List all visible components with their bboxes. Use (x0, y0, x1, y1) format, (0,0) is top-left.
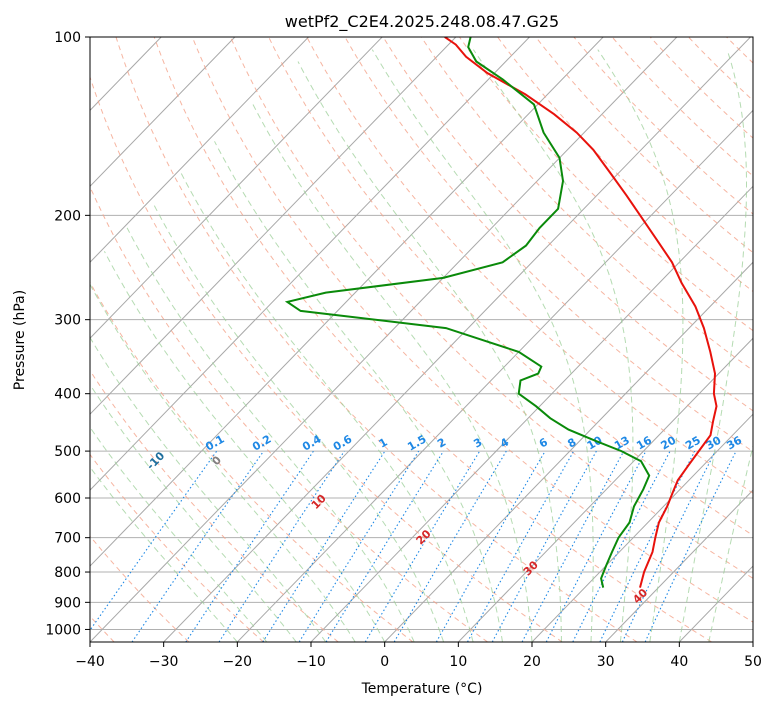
isotherm-line (236, 109, 753, 642)
dry-adiabat-line (611, 37, 753, 177)
isotherm-line (90, 37, 383, 339)
mixing-ratio-line (393, 450, 507, 642)
moist-adiabat-line (678, 49, 747, 642)
chart-title: wetPf2_C2E4.2025.248.08.47.G25 (285, 12, 559, 32)
moist-adiabat-line (597, 49, 684, 642)
isotherm-line (163, 37, 751, 642)
mixing-ratio-line (521, 450, 625, 642)
y-tick-label: 200 (54, 208, 81, 224)
x-tick-label: −10 (296, 654, 326, 670)
isotherm-line (531, 413, 753, 642)
x-tick-label: 0 (380, 654, 389, 670)
y-tick-label: 900 (54, 595, 81, 611)
moist-adiabat-line (708, 443, 753, 642)
y-tick-label: 500 (54, 444, 81, 460)
y-tick-label: 100 (54, 30, 81, 46)
dry-adiabat-line (115, 37, 638, 642)
x-axis-title: Temperature (°C) (361, 681, 483, 697)
y-tick-label: 400 (54, 387, 81, 403)
moist-adiabat-line (252, 104, 533, 642)
isotherm-line (605, 489, 753, 642)
isotherm-line (384, 261, 753, 642)
x-tick-label: 50 (744, 654, 762, 670)
dry-adiabat-line (420, 37, 753, 372)
mixing-ratio-line (298, 450, 420, 642)
dry-adiabat-line (458, 37, 753, 332)
moist-adiabat-line (103, 251, 386, 642)
moist-adiabat-line (90, 383, 297, 642)
isotherm-line (90, 37, 604, 567)
mixing-ratio-line (325, 450, 444, 642)
x-tick-label: 40 (670, 654, 688, 670)
isotherm-line (90, 37, 530, 491)
dry-adiabat-line (191, 37, 753, 623)
moist-adiabat-line (90, 283, 356, 642)
moist-adiabat-line (214, 141, 503, 642)
dry-adiabat-line (306, 37, 753, 494)
mixing-ratio-line (90, 450, 218, 632)
dry-adiabat-line (573, 37, 753, 215)
moist-adiabat-line (90, 426, 268, 642)
dry-adiabat-line (90, 75, 563, 642)
y-axis-title: Pressure (hPa) (12, 290, 28, 390)
mixing-ratio-line (364, 450, 481, 642)
x-tick-label: 20 (523, 654, 541, 670)
dry-adiabat-line (153, 37, 712, 642)
mixing-ratio-line (644, 450, 737, 642)
moist-adiabat-line (297, 61, 562, 642)
dry-adiabat-line (230, 37, 753, 579)
dry-adiabat-line (90, 281, 414, 642)
plot-frame (89, 36, 754, 643)
mixing-ratio-line (491, 450, 597, 642)
moist-adiabat-line (472, 49, 634, 642)
moist-adiabat-line (371, 49, 594, 642)
dry-adiabat-line (382, 37, 753, 412)
y-tick-label: 700 (54, 531, 81, 547)
isotherm-line (90, 37, 457, 415)
dewpoint-profile-line (284, 37, 651, 588)
temperature-profile-line (444, 37, 718, 588)
dry-adiabat-line (268, 37, 753, 536)
mixing-ratio-line (621, 450, 716, 642)
y-axis: 100 200 300 400 500 600 700 800 900 1000 (45, 30, 90, 638)
x-tick-label: 10 (449, 654, 467, 670)
y-tick-label: 600 (54, 491, 81, 507)
dry-adiabat-line (90, 185, 488, 642)
mixing-ratio-line (131, 450, 265, 642)
moist-adiabat-line (90, 336, 327, 642)
moist-adiabat-line (152, 201, 445, 642)
y-tick-label: 800 (54, 565, 81, 581)
y-tick-label: 1000 (45, 622, 81, 638)
mixing-ratio-line (467, 450, 575, 642)
x-tick-label: −20 (223, 654, 253, 670)
x-tick-label: −30 (149, 654, 179, 670)
moist-adiabat-line (180, 173, 474, 642)
dry-adiabat-line (344, 37, 753, 453)
isotherm-line (90, 37, 309, 263)
moist-adiabat-line (90, 466, 238, 642)
isotherm-line (90, 37, 236, 188)
isotherm-line (90, 37, 678, 642)
x-axis: −40 −30 −20 −10 0 10 20 30 40 50 (75, 642, 762, 670)
isotherm-line (457, 337, 753, 642)
x-tick-label: −40 (75, 654, 105, 670)
mixing-ratio-line (599, 450, 696, 642)
moist-adiabat-line (126, 227, 415, 642)
y-tick-label: 300 (54, 313, 81, 329)
mixing-ratio-line (435, 450, 546, 642)
dry-adiabat-line (90, 535, 190, 642)
mixing-ratio-line (262, 450, 386, 642)
x-tick-label: 30 (597, 654, 615, 670)
